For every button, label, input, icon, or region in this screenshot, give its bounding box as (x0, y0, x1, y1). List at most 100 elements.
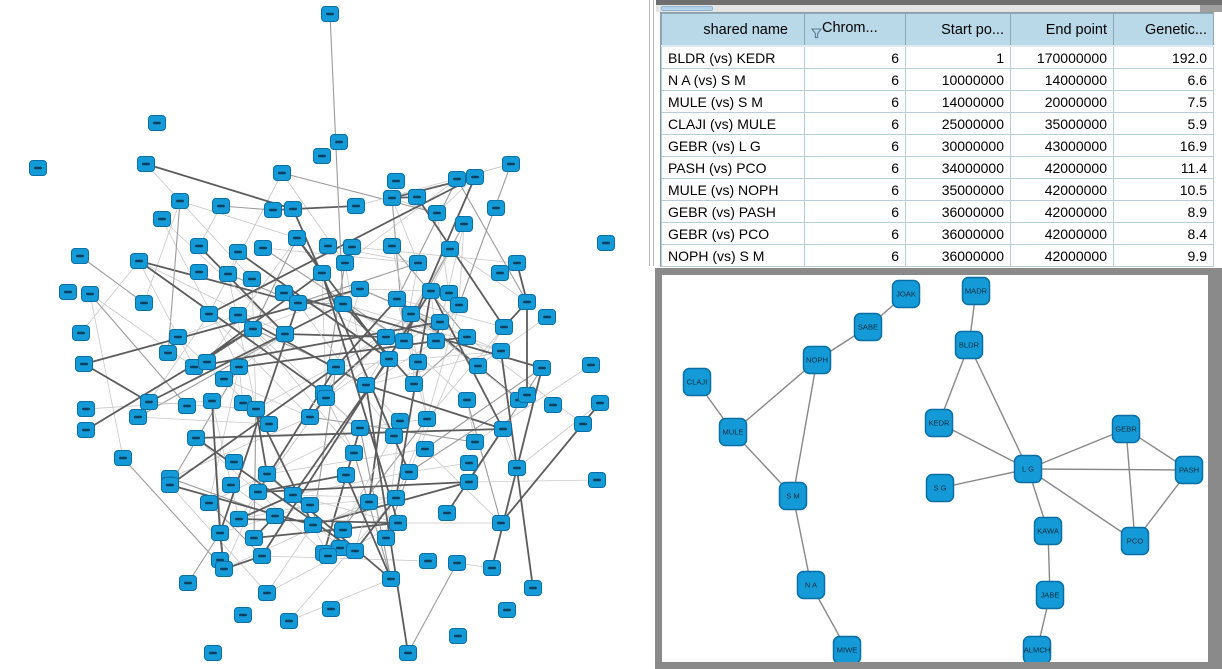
network-node[interactable] (494, 421, 512, 437)
network-node[interactable] (234, 607, 252, 623)
network-node[interactable] (273, 165, 291, 181)
network-node[interactable] (77, 401, 95, 417)
network-node[interactable] (508, 255, 526, 271)
network-node[interactable] (301, 409, 319, 425)
network-node-joak[interactable]: JOAK (891, 279, 921, 309)
network-node[interactable] (260, 416, 278, 432)
network-node[interactable] (334, 522, 352, 538)
table-row[interactable]: GEBR (vs) PCO 6 36000000 42000000 8.4 (661, 222, 1214, 245)
network-node[interactable] (431, 314, 449, 330)
network-node[interactable] (288, 230, 306, 246)
network-node[interactable] (518, 294, 536, 310)
network-node[interactable] (264, 202, 282, 218)
network-node[interactable] (460, 455, 478, 471)
network-node[interactable] (495, 319, 513, 335)
network-node[interactable] (81, 286, 99, 302)
network-canvas-filtered[interactable]: JOAK MADR SABE NOPH BLDR CLAJI MULE KEDR GEBR L G… (655, 268, 1222, 669)
table-row[interactable]: MULE (vs) S M 6 14000000 20000000 7.5 (661, 90, 1214, 113)
network-node[interactable] (524, 580, 542, 596)
network-node[interactable] (321, 6, 339, 22)
network-node[interactable] (544, 397, 562, 413)
network-node[interactable] (253, 548, 271, 564)
network-node[interactable] (502, 156, 520, 172)
column-header-shared-name[interactable]: shared name (661, 13, 805, 47)
network-node[interactable] (492, 343, 510, 359)
network-node[interactable] (416, 441, 434, 457)
network-node[interactable] (161, 477, 179, 493)
network-node-gebr[interactable]: GEBR (1111, 414, 1141, 444)
network-node-jabe[interactable]: JABE (1035, 580, 1065, 610)
network-node[interactable] (330, 134, 348, 150)
network-node[interactable] (346, 543, 364, 559)
network-node[interactable] (190, 238, 208, 254)
filter-icon[interactable] (811, 28, 822, 39)
network-node[interactable] (276, 326, 294, 342)
network-node[interactable] (178, 398, 196, 414)
network-node[interactable] (460, 474, 478, 490)
network-node[interactable] (448, 555, 466, 571)
network-node[interactable] (395, 333, 413, 349)
network-node[interactable] (334, 296, 352, 312)
network-node[interactable] (130, 253, 148, 269)
network-node[interactable] (597, 235, 615, 251)
column-header-start-po[interactable]: Start po... (905, 13, 1011, 47)
network-node[interactable] (301, 497, 319, 513)
network-node[interactable] (440, 285, 458, 301)
network-node[interactable] (387, 490, 405, 506)
network-node[interactable] (275, 285, 293, 301)
network-node-pco[interactable]: PCO (1120, 526, 1150, 556)
network-node[interactable] (322, 601, 340, 617)
network-node[interactable] (409, 255, 427, 271)
network-node-n-a[interactable]: N A (796, 570, 826, 600)
network-node-miwe[interactable]: MIWE (832, 635, 862, 663)
network-node[interactable] (347, 198, 365, 214)
network-node[interactable] (438, 505, 456, 521)
network-node[interactable] (588, 472, 606, 488)
network-node-noph[interactable]: NOPH (802, 345, 832, 375)
network-node[interactable] (135, 295, 153, 311)
network-node[interactable] (466, 169, 484, 185)
network-node[interactable] (380, 351, 398, 367)
network-node[interactable] (458, 392, 476, 408)
network-node[interactable] (266, 508, 284, 524)
network-node[interactable] (491, 265, 509, 281)
network-node[interactable] (245, 530, 263, 546)
table-row[interactable]: N A (vs) S M 6 10000000 14000000 6.6 (661, 68, 1214, 91)
network-node[interactable] (317, 390, 335, 406)
network-node[interactable] (428, 205, 446, 221)
network-node[interactable] (140, 394, 158, 410)
network-node[interactable] (198, 354, 216, 370)
network-node[interactable] (229, 244, 247, 260)
network-node[interactable] (114, 450, 132, 466)
network-node[interactable] (204, 645, 222, 661)
network-node[interactable] (171, 193, 189, 209)
table-row[interactable]: PASH (vs) PCO 6 34000000 42000000 11.4 (661, 156, 1214, 179)
table-horizontal-scrollbar[interactable] (656, 5, 1222, 12)
network-node[interactable] (280, 613, 298, 629)
network-node[interactable] (187, 430, 205, 446)
network-node[interactable] (351, 420, 369, 436)
network-node[interactable] (211, 525, 229, 541)
network-node[interactable] (343, 239, 361, 255)
network-node[interactable] (319, 548, 337, 564)
table-row[interactable]: NOPH (vs) S M 6 36000000 42000000 9.9 (661, 244, 1214, 267)
network-node[interactable] (337, 467, 355, 483)
network-node[interactable] (483, 560, 501, 576)
network-node[interactable] (212, 198, 230, 214)
network-node[interactable] (357, 377, 375, 393)
network-node-mule[interactable]: MULE (718, 417, 748, 447)
network-node[interactable] (360, 494, 378, 510)
network-node-madr[interactable]: MADR (961, 276, 991, 306)
network-node[interactable] (327, 359, 345, 375)
network-node[interactable] (408, 189, 426, 205)
network-node[interactable] (405, 376, 423, 392)
network-node[interactable] (538, 309, 556, 325)
table-row[interactable]: MULE (vs) NOPH 6 35000000 42000000 10.5 (661, 178, 1214, 201)
network-node[interactable] (153, 211, 171, 227)
network-node[interactable] (574, 416, 592, 432)
network-canvas-main[interactable] (0, 0, 648, 669)
network-node-claji[interactable]: CLAJI (682, 367, 712, 397)
network-node-kawa[interactable]: KAWA (1033, 516, 1063, 546)
network-node[interactable] (448, 171, 466, 187)
network-node[interactable] (469, 358, 487, 374)
